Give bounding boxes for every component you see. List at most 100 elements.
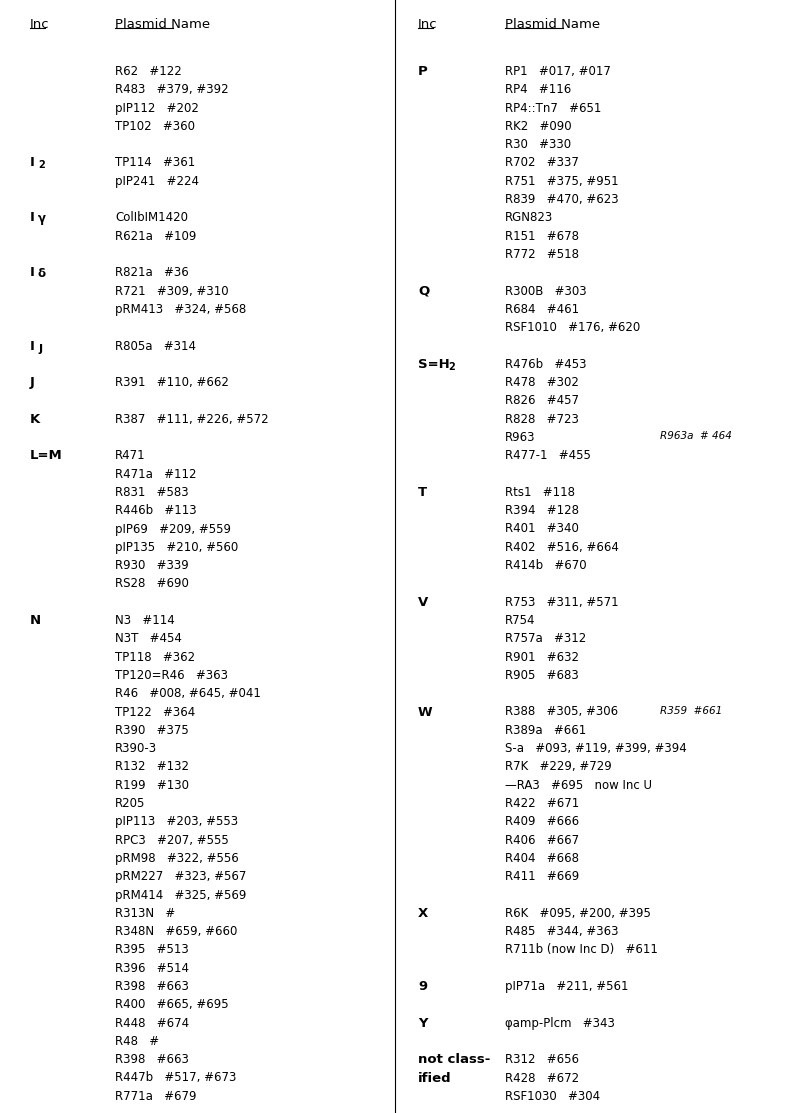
Text: pRM98   #322, #556: pRM98 #322, #556	[115, 851, 238, 865]
Text: RPC3   #207, #555: RPC3 #207, #555	[115, 834, 229, 847]
Text: Plasmid Name: Plasmid Name	[115, 18, 210, 31]
Text: Inc: Inc	[418, 18, 438, 31]
Text: S-a   #093, #119, #399, #394: S-a #093, #119, #399, #394	[505, 742, 686, 755]
Text: R404   #668: R404 #668	[505, 851, 579, 865]
Text: R414b   #670: R414b #670	[505, 559, 586, 572]
Text: R390   #375: R390 #375	[115, 723, 189, 737]
Text: R485   #344, #363: R485 #344, #363	[505, 925, 618, 938]
Text: R901   #632: R901 #632	[505, 651, 579, 663]
Text: R199   #130: R199 #130	[115, 779, 189, 791]
Text: R621a   #109: R621a #109	[115, 229, 196, 243]
Text: R930   #339: R930 #339	[115, 559, 189, 572]
Text: δ: δ	[38, 267, 46, 280]
Text: R359  #661: R359 #661	[660, 706, 722, 716]
Text: R409   #666: R409 #666	[505, 816, 579, 828]
Text: TP122   #364: TP122 #364	[115, 706, 195, 719]
Text: —RA3   #695   now Inc U: —RA3 #695 now Inc U	[505, 779, 652, 791]
Text: RSF1010   #176, #620: RSF1010 #176, #620	[505, 322, 640, 334]
Text: R30   #330: R30 #330	[505, 138, 571, 151]
Text: RP1   #017, #017: RP1 #017, #017	[505, 65, 611, 78]
Text: R46   #008, #645, #041: R46 #008, #645, #041	[115, 687, 261, 700]
Text: R387   #111, #226, #572: R387 #111, #226, #572	[115, 413, 269, 425]
Text: R205: R205	[115, 797, 146, 810]
Text: T: T	[418, 486, 427, 499]
Text: R398   #663: R398 #663	[115, 1053, 189, 1066]
Text: R684   #461: R684 #461	[505, 303, 579, 316]
Text: TP120=R46   #363: TP120=R46 #363	[115, 669, 228, 682]
Text: Plasmid Name: Plasmid Name	[505, 18, 600, 31]
Text: 2: 2	[38, 160, 45, 170]
Text: RGN823: RGN823	[505, 211, 554, 225]
Text: N3   #114: N3 #114	[115, 614, 174, 627]
Text: I: I	[30, 157, 35, 169]
Text: R312   #656: R312 #656	[505, 1053, 579, 1066]
Text: RK2   #090: RK2 #090	[505, 120, 572, 132]
Text: TP118   #362: TP118 #362	[115, 651, 195, 663]
Text: R151   #678: R151 #678	[505, 229, 579, 243]
Text: I: I	[30, 211, 35, 225]
Text: R406   #667: R406 #667	[505, 834, 579, 847]
Text: γ: γ	[38, 213, 46, 226]
Text: RP4   #116: RP4 #116	[505, 83, 571, 97]
Text: R471a   #112: R471a #112	[115, 467, 197, 481]
Text: R422   #671: R422 #671	[505, 797, 579, 810]
Text: ified: ified	[418, 1072, 452, 1084]
Text: R390-3: R390-3	[115, 742, 157, 755]
Text: pIP112   #202: pIP112 #202	[115, 101, 199, 115]
Text: pIP135   #210, #560: pIP135 #210, #560	[115, 541, 238, 554]
Text: R821a   #36: R821a #36	[115, 266, 189, 279]
Text: Rts1   #118: Rts1 #118	[505, 486, 575, 499]
Text: R702   #337: R702 #337	[505, 157, 579, 169]
Text: R389a   #661: R389a #661	[505, 723, 586, 737]
Text: R400   #665, #695: R400 #665, #695	[115, 998, 229, 1012]
Text: Q: Q	[418, 285, 430, 297]
Text: K: K	[30, 413, 40, 425]
Text: V: V	[418, 595, 428, 609]
Text: R805a   #314: R805a #314	[115, 339, 196, 353]
Text: R831   #583: R831 #583	[115, 486, 189, 499]
Text: R6K   #095, #200, #395: R6K #095, #200, #395	[505, 907, 651, 919]
Text: R757a   #312: R757a #312	[505, 632, 586, 646]
Text: I: I	[30, 339, 35, 353]
Text: not class-: not class-	[418, 1053, 490, 1066]
Text: R476b   #453: R476b #453	[505, 357, 586, 371]
Text: N3T   #454: N3T #454	[115, 632, 182, 646]
Text: R348N   #659, #660: R348N #659, #660	[115, 925, 238, 938]
Text: R396   #514: R396 #514	[115, 962, 189, 975]
Text: N: N	[30, 614, 41, 627]
Text: R477-1   #455: R477-1 #455	[505, 450, 591, 462]
Text: R402   #516, #664: R402 #516, #664	[505, 541, 619, 554]
Text: R401   #340: R401 #340	[505, 522, 579, 535]
Text: R388   #305, #306: R388 #305, #306	[505, 706, 618, 719]
Text: R828   #723: R828 #723	[505, 413, 579, 425]
Text: RSF1030   #304: RSF1030 #304	[505, 1090, 600, 1103]
Text: R62   #122: R62 #122	[115, 65, 182, 78]
Text: pRM227   #323, #567: pRM227 #323, #567	[115, 870, 246, 884]
Text: 9: 9	[418, 981, 427, 993]
Text: R483   #379, #392: R483 #379, #392	[115, 83, 229, 97]
Text: R395   #513: R395 #513	[115, 944, 189, 956]
Text: R447b   #517, #673: R447b #517, #673	[115, 1072, 236, 1084]
Text: R721   #309, #310: R721 #309, #310	[115, 285, 229, 297]
Text: Y: Y	[418, 1016, 427, 1030]
Text: R963a  # 464: R963a # 464	[660, 431, 732, 441]
Text: R753   #311, #571: R753 #311, #571	[505, 595, 618, 609]
Text: ColIbIM1420: ColIbIM1420	[115, 211, 188, 225]
Text: TP114   #361: TP114 #361	[115, 157, 195, 169]
Text: R132   #132: R132 #132	[115, 760, 189, 774]
Text: R905   #683: R905 #683	[505, 669, 578, 682]
Text: pIP69   #209, #559: pIP69 #209, #559	[115, 522, 231, 535]
Text: R478   #302: R478 #302	[505, 376, 579, 390]
Text: R300B   #303: R300B #303	[505, 285, 586, 297]
Text: R963: R963	[505, 431, 535, 444]
Text: R7K   #229, #729: R7K #229, #729	[505, 760, 612, 774]
Text: pRM413   #324, #568: pRM413 #324, #568	[115, 303, 246, 316]
Text: R711b (now Inc D)   #611: R711b (now Inc D) #611	[505, 944, 658, 956]
Text: pRM414   #325, #569: pRM414 #325, #569	[115, 888, 246, 902]
Text: R313N   #: R313N #	[115, 907, 175, 919]
Text: R446b   #113: R446b #113	[115, 504, 197, 518]
Text: Inc: Inc	[30, 18, 50, 31]
Text: R448   #674: R448 #674	[115, 1016, 189, 1030]
Text: R411   #669: R411 #669	[505, 870, 579, 884]
Text: R391   #110, #662: R391 #110, #662	[115, 376, 229, 390]
